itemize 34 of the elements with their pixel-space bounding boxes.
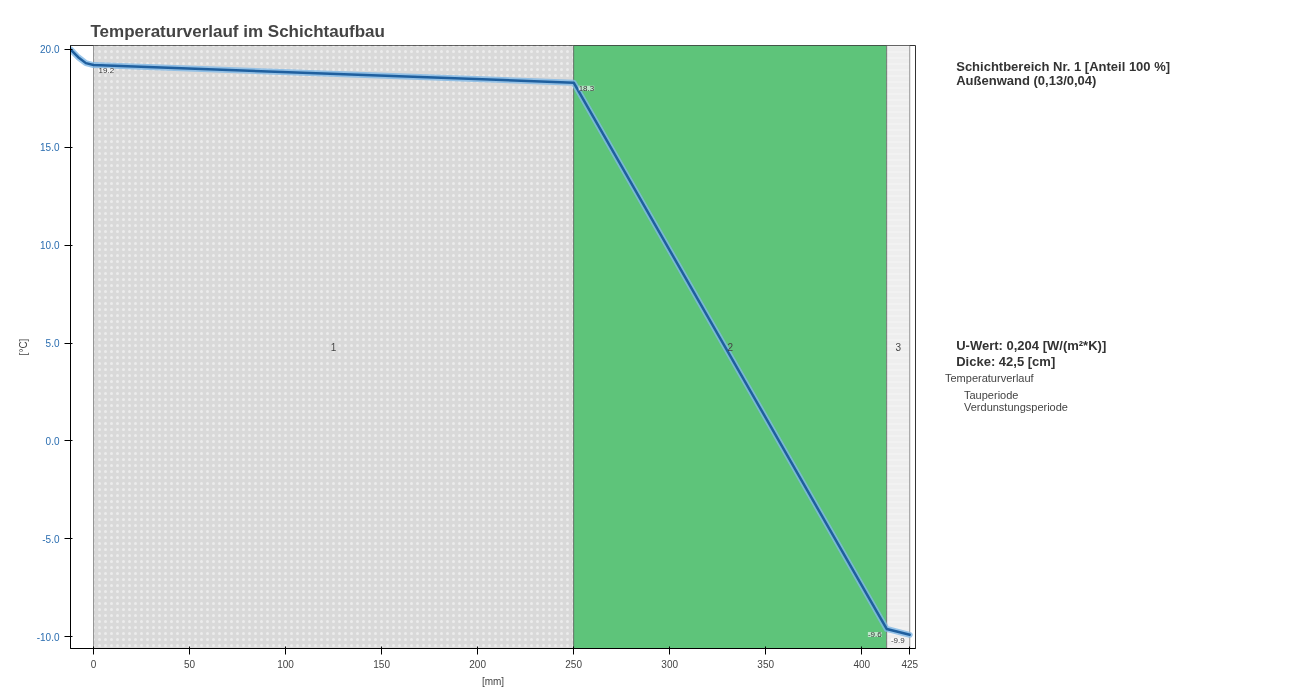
chart-title: Temperaturverlauf im Schichtaufbau	[90, 21, 385, 41]
y-tick-label: -5.0	[42, 533, 60, 545]
band-label: 2	[727, 342, 734, 353]
x-tick-label: 150	[373, 658, 391, 670]
y-tick-label: 15.0	[40, 142, 60, 154]
text: Außenwand (0,13/0,04)	[956, 73, 1097, 89]
y-tick-label: 5.0	[45, 338, 60, 350]
x-tick-label: 300	[661, 658, 679, 670]
text: Dicke: 42,5 [cm]	[956, 354, 1056, 370]
annotation: -9.6	[867, 629, 883, 639]
text: U-Wert: 0,204 [W/(m²*K)]	[956, 337, 1107, 353]
x-tick-label: 100	[277, 658, 295, 670]
legend-title: Temperaturverlauf	[945, 372, 1035, 384]
y-tick-label: 20.0	[40, 44, 60, 56]
text: Verdunstungsperiode	[964, 401, 1068, 413]
y-tick-label: 0.0	[45, 435, 60, 447]
annotation: -9.9	[890, 635, 906, 645]
y-axis-title: [°C]	[17, 338, 29, 356]
x-tick-label: 425	[901, 658, 919, 670]
text: Tauperiode	[964, 389, 1019, 401]
x-tick-label: 400	[853, 658, 871, 670]
annotation: 18.3	[578, 83, 595, 93]
band-label: 3	[895, 342, 902, 353]
x-tick-label: 250	[565, 658, 583, 670]
x-tick-label: 50	[184, 658, 196, 670]
y-tick-label: 10.0	[40, 240, 60, 252]
x-axis-title: [mm]	[481, 675, 505, 687]
band-label: 1	[330, 342, 337, 353]
text: Schichtbereich Nr. 1 [Anteil 100 %]	[956, 59, 1171, 75]
x-tick-label: 0	[90, 658, 97, 670]
x-tick-label: 350	[757, 658, 775, 670]
annotation: 19.2	[98, 66, 115, 76]
y-tick-label: -10.0	[36, 631, 60, 643]
x-tick-label: 200	[469, 658, 487, 670]
